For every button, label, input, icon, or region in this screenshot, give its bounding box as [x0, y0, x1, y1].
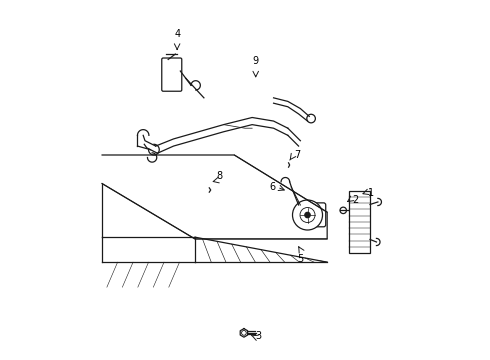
Circle shape [305, 212, 310, 218]
Text: 2: 2 [352, 195, 358, 204]
Circle shape [293, 200, 322, 230]
Text: 9: 9 [253, 57, 259, 66]
Text: 3: 3 [256, 332, 262, 342]
Text: 8: 8 [217, 171, 222, 181]
Circle shape [242, 330, 246, 335]
Bar [348, 191, 370, 253]
Circle shape [340, 207, 346, 213]
Text: 1: 1 [368, 188, 374, 198]
Circle shape [307, 114, 316, 123]
Text: 4: 4 [174, 29, 180, 39]
Text: 7: 7 [294, 150, 300, 160]
Text: 5: 5 [297, 254, 303, 264]
Text: 6: 6 [269, 182, 275, 192]
FancyBboxPatch shape [298, 203, 326, 227]
Circle shape [300, 207, 315, 222]
FancyBboxPatch shape [162, 58, 182, 91]
